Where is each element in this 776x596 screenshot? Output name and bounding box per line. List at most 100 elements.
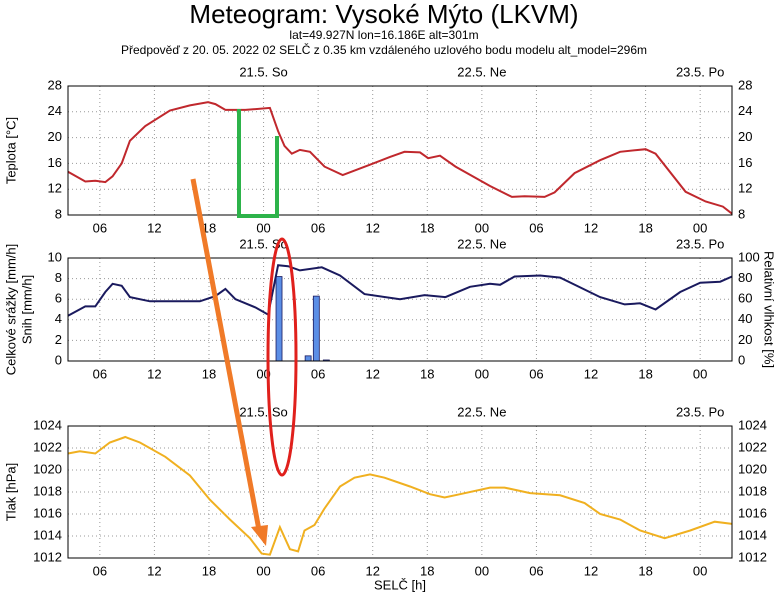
- red-ellipse: [266, 237, 298, 477]
- day-label: 22.5. Ne: [457, 404, 506, 419]
- x-tick-label: 06: [529, 220, 543, 235]
- subtitle: Předpověď z 20. 05. 2022 02 SELČ z 0.35 …: [121, 42, 647, 57]
- y-tick-label-right: 1014: [738, 527, 767, 542]
- y-tick-label: 1014: [33, 527, 62, 542]
- y-axis-label: Tlak [hPa]: [3, 463, 18, 522]
- y-tick-label-right: 16: [738, 155, 752, 170]
- y-tick-label: 6: [55, 291, 62, 306]
- x-tick-label: 18: [638, 220, 652, 235]
- x-tick-label: 00: [475, 366, 489, 381]
- y2-tick-label: 0: [738, 352, 745, 367]
- y-tick-label-right: 12: [738, 181, 752, 196]
- arrow-head: [251, 525, 268, 546]
- subtitle: lat=49.927N lon=16.186E alt=301m: [289, 28, 478, 42]
- y2-axis-label: Relativní vlhkost [%]: [762, 251, 776, 368]
- x-tick-label: 06: [93, 563, 107, 578]
- x-tick-label: 06: [311, 563, 325, 578]
- y-tick-label: 4: [55, 311, 62, 326]
- y-tick-label-right: 1016: [738, 505, 767, 520]
- y-tick-label: 1016: [33, 505, 62, 520]
- x-tick-label: 00: [693, 563, 707, 578]
- x-tick-label: 12: [584, 220, 598, 235]
- y2-tick-label: 40: [738, 311, 752, 326]
- series-line: [67, 264, 733, 317]
- x-tick-label: 12: [584, 366, 598, 381]
- x-tick-label: 12: [584, 563, 598, 578]
- day-label: 21.5. So: [239, 404, 287, 419]
- y-tick-label: 0: [55, 352, 62, 367]
- y-tick-label: 1024: [33, 417, 62, 432]
- x-tick-label: 18: [420, 220, 434, 235]
- x-tick-label: 18: [420, 563, 434, 578]
- day-label: 23.5. Po: [676, 236, 724, 251]
- x-tick-label: 12: [147, 366, 161, 381]
- x-tick-label: 06: [529, 563, 543, 578]
- x-tick-label: 06: [529, 366, 543, 381]
- y2-tick-label: 60: [738, 291, 752, 306]
- green-bracket: [237, 109, 279, 218]
- y-tick-label-right: 1012: [738, 549, 767, 564]
- x-tick-label: 18: [638, 563, 652, 578]
- x-tick-label: 06: [93, 220, 107, 235]
- y2-tick-label: 100: [738, 249, 760, 264]
- y-tick-label-right: 1022: [738, 439, 767, 454]
- x-tick-label: 06: [311, 366, 325, 381]
- y-tick-label: 8: [55, 206, 62, 221]
- y-tick-label: 1018: [33, 483, 62, 498]
- day-label: 23.5. Po: [676, 404, 724, 419]
- y-axis-label: Snih [mm/h]: [19, 275, 34, 344]
- day-label: 23.5. Po: [676, 64, 724, 79]
- y-tick-label-right: 28: [738, 77, 752, 92]
- x-tick-label: 12: [147, 563, 161, 578]
- y-tick-label: 28: [48, 77, 62, 92]
- x-tick-label: 00: [256, 563, 270, 578]
- y-tick-label: 12: [48, 181, 62, 196]
- x-tick-label: 12: [147, 220, 161, 235]
- y-tick-label: 8: [55, 270, 62, 285]
- y-tick-label-right: 1020: [738, 461, 767, 476]
- x-axis-label: SELČ [h]: [374, 577, 426, 592]
- day-label: 22.5. Ne: [457, 64, 506, 79]
- precip-bar: [312, 295, 320, 362]
- orange-arrow: [190, 178, 262, 531]
- y-tick-label: 2: [55, 332, 62, 347]
- x-tick-label: 00: [256, 220, 270, 235]
- y-tick-label-right: 8: [738, 206, 745, 221]
- y-tick-label-right: 1018: [738, 483, 767, 498]
- y-tick-label-right: 24: [738, 103, 752, 118]
- y2-tick-label: 20: [738, 332, 752, 347]
- plot-frame: [67, 85, 733, 216]
- y-axis-label: Celkové srážky [mm/h]: [3, 244, 18, 375]
- x-tick-label: 12: [365, 220, 379, 235]
- x-tick-label: 00: [693, 366, 707, 381]
- day-label: 21.5. So: [239, 64, 287, 79]
- series-line: [67, 435, 733, 556]
- plot-frame: [67, 425, 733, 559]
- day-label: 22.5. Ne: [457, 236, 506, 251]
- y-tick-label: 10: [48, 249, 62, 264]
- y-tick-label: 20: [48, 129, 62, 144]
- precip-bar: [304, 355, 312, 362]
- y-tick-label-right: 1024: [738, 417, 767, 432]
- annotations: [190, 109, 298, 546]
- y-tick-label: 1012: [33, 549, 62, 564]
- x-tick-label: 00: [693, 220, 707, 235]
- x-tick-label: 12: [365, 563, 379, 578]
- x-tick-label: 18: [638, 366, 652, 381]
- y-tick-label: 1020: [33, 461, 62, 476]
- y2-tick-label: 80: [738, 270, 752, 285]
- series-line: [67, 101, 733, 215]
- x-tick-label: 12: [365, 366, 379, 381]
- x-tick-label: 06: [93, 366, 107, 381]
- y-tick-label: 24: [48, 103, 62, 118]
- x-tick-label: 18: [420, 366, 434, 381]
- x-tick-label: 00: [475, 220, 489, 235]
- x-tick-label: 18: [202, 366, 216, 381]
- x-tick-label: 00: [475, 563, 489, 578]
- x-tick-label: 18: [202, 563, 216, 578]
- x-tick-label: 06: [311, 220, 325, 235]
- title: Meteogram: Vysoké Mýto (LKVM): [189, 0, 578, 29]
- precip-bar: [275, 276, 283, 362]
